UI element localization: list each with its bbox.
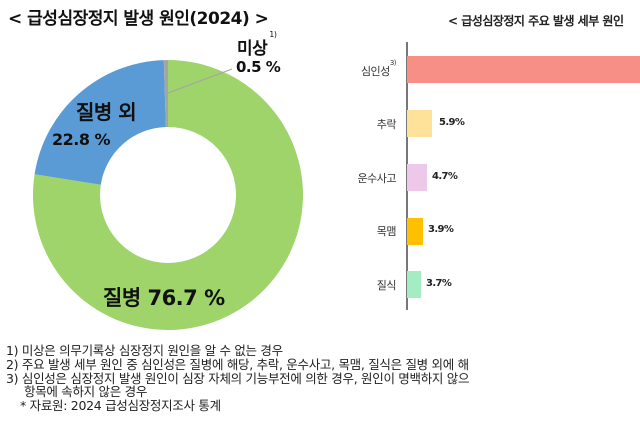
label-unknown-text: 미상 — [237, 39, 268, 59]
label-unknown-name: 미상1) — [237, 30, 277, 59]
value-fall: 5.9% — [439, 117, 465, 128]
leader-line-unknown — [167, 68, 233, 94]
bar-fall — [407, 110, 432, 137]
bar-choking — [407, 271, 421, 298]
slice-unknown — [163, 60, 168, 127]
category-hanging: 목맴 — [376, 225, 397, 238]
category-fall: 추락 — [376, 118, 397, 131]
footnote-1: 1) 미상은 의무기록상 심장정지 원인을 알 수 없는 경우 — [6, 343, 283, 358]
footnote-3: 3) 심인성은 심장정지 발생 원인이 심장 자체의 기능부전에 의한 경우, … — [6, 370, 470, 386]
footnote-ref-3: 3) — [389, 59, 397, 67]
category-cardiac: 심인성3) — [336, 59, 397, 79]
label-non-disease-name: 질병 외 — [76, 100, 137, 124]
footnote-2: 2) 주요 발생 세부 원인 중 심인성은 질병에 해당, 추락, 운수사고, … — [6, 356, 469, 372]
value-choking: 3.7% — [426, 278, 452, 289]
slice-non-disease — [34, 60, 166, 185]
value-traffic: 4.7% — [432, 171, 458, 182]
slice-disease — [32, 60, 303, 330]
value-hanging: 3.9% — [428, 224, 454, 235]
donut-chart-title: < 급성심장정지 발생 원인(2024) > — [8, 9, 269, 29]
bar-chart-title: < 급성심장정지 주요 발생 세부 원인 — [448, 14, 624, 28]
bar-chart-axis — [406, 42, 408, 310]
source-note: * 자료원: 2024 급성심장정지조사 통계 — [20, 398, 221, 414]
category-choking: 질식 — [376, 279, 397, 292]
bar-hanging — [407, 218, 423, 245]
donut-chart — [32, 60, 303, 330]
footnote-3-continued: 항목에 속하지 않은 경우 — [24, 384, 148, 400]
footnotes: 1) 미상은 의무기록상 심장정지 원인을 알 수 없는 경우 2) 주요 발생… — [6, 344, 469, 413]
label-disease: 질병 76.7 % — [103, 286, 225, 310]
footnote-ref-1: 1) — [269, 30, 277, 39]
bar-cardiac — [407, 56, 640, 83]
category-traffic: 운수사고 — [357, 172, 397, 185]
bar-traffic — [407, 164, 427, 191]
label-unknown-value: 0.5 % — [236, 58, 281, 76]
category-cardiac-text: 심인성 — [360, 65, 390, 78]
label-non-disease-value: 22.8 % — [52, 130, 111, 149]
